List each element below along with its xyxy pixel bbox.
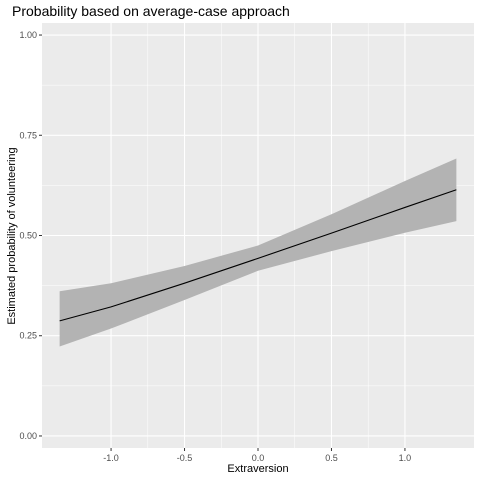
y-tick-label: 0.50 xyxy=(19,231,37,241)
x-tick-label: 0.5 xyxy=(325,453,338,463)
x-tick-label: 1.0 xyxy=(399,453,412,463)
y-tick-label: 0.00 xyxy=(19,431,37,441)
y-axis: 0.00 0.25 0.50 0.75 1.00 xyxy=(19,30,42,441)
x-axis-label: Extraversion xyxy=(227,463,288,475)
y-tick-label: 0.75 xyxy=(19,130,37,140)
y-axis-label: Estimated probability of volunteering xyxy=(6,147,18,324)
x-axis: -1.0 -0.5 0.0 0.5 1.0 xyxy=(103,448,411,463)
y-tick-label: 1.00 xyxy=(19,30,37,40)
x-tick-label: 0.0 xyxy=(252,453,265,463)
y-tick-label: 0.25 xyxy=(19,331,37,341)
chart-title: Probability based on average-case approa… xyxy=(12,3,290,19)
x-tick-label: -0.5 xyxy=(177,453,193,463)
x-tick-label: -1.0 xyxy=(103,453,119,463)
